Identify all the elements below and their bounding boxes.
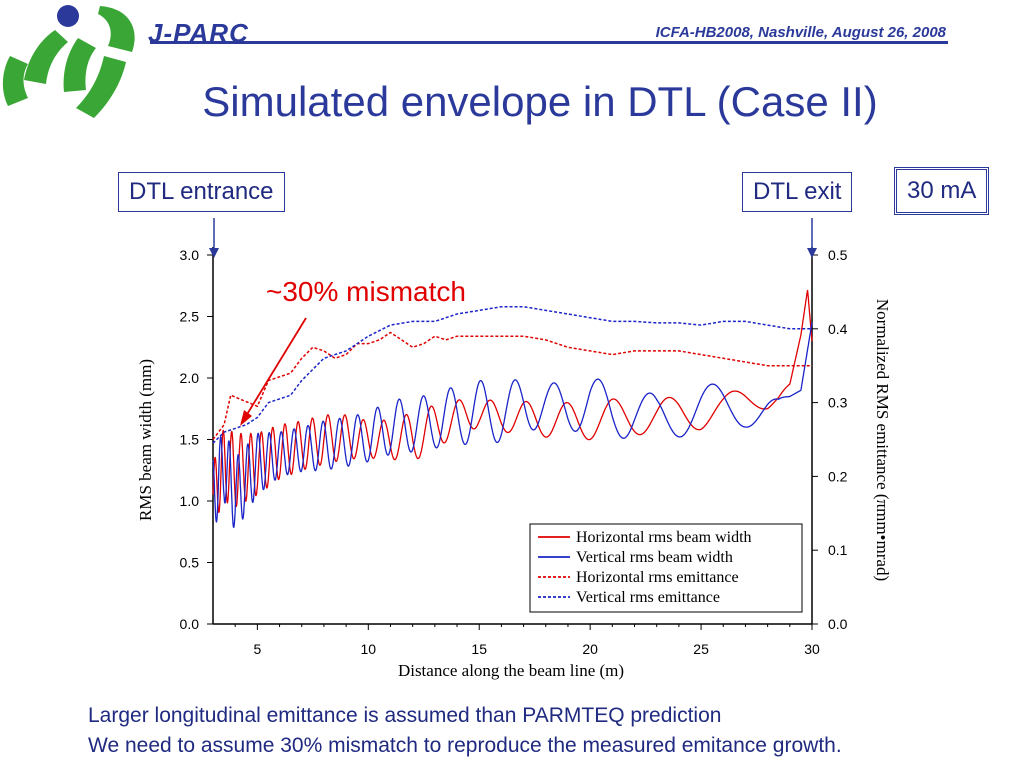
chart-arrows <box>209 218 817 426</box>
y2-tick-label: 0.1 <box>828 542 848 558</box>
dtl-exit-callout: DTL exit <box>742 172 853 212</box>
mismatch-annotation: ~30% mismatch <box>266 276 466 307</box>
y2-tick-label: 0.5 <box>828 247 848 263</box>
dtl-entrance-callout: DTL entrance <box>118 172 285 212</box>
header-rule <box>150 41 948 44</box>
y2-tick-label: 0.2 <box>828 468 848 484</box>
y-tick-label: 0.5 <box>180 555 200 571</box>
legend-entry: Vertical rms beam width <box>576 549 733 566</box>
y-tick-label: 3.0 <box>180 247 200 263</box>
series-line-1 <box>212 289 813 513</box>
mismatch-arrowhead <box>240 410 252 426</box>
logo-icon <box>2 5 135 118</box>
y-tick-label: 0.0 <box>180 616 200 632</box>
x-tick-label: 30 <box>804 641 820 657</box>
y-axis-label: RMS beam width (mm) <box>136 359 155 521</box>
mismatch-arrow <box>245 317 307 417</box>
legend-entry: Horizontal rms beam width <box>576 529 752 546</box>
x-tick-label: 25 <box>693 641 709 657</box>
chart-ticks: 5 10 15 20 25 30 0.0 0.5 1.0 1.5 2.0 2.5 3.0 0.0 0.1 0.… <box>180 247 848 657</box>
y-tick-label: 1.0 <box>180 493 200 509</box>
y-tick-label: 1.5 <box>180 432 200 448</box>
y-tick-label: 2.0 <box>180 370 200 386</box>
current-callout: 30 mA <box>894 167 990 215</box>
x-tick-label: 10 <box>361 641 377 657</box>
series-line-2 <box>212 322 813 529</box>
y2-axis-label: Normalized RMS emittance (πmm•mrad) <box>873 299 892 581</box>
legend-box <box>529 523 803 613</box>
chart-legend: Horizontal rms beam width Vertical rms be… <box>529 523 803 613</box>
x-axis-label: Distance along the beam line (m) <box>398 661 624 680</box>
entrance-arrowhead <box>209 248 219 258</box>
chart-series <box>212 289 813 529</box>
series-line-4 <box>212 305 812 444</box>
y2-tick-label: 0.3 <box>828 395 848 411</box>
legend-entry: Horizontal rms emittance <box>576 569 739 586</box>
x-tick-label: 5 <box>253 641 261 657</box>
footer-line-2: We need to assume 30% mismatch to reprod… <box>88 734 842 757</box>
y2-tick-label: 0.4 <box>828 321 848 337</box>
exit-arrowhead <box>807 248 817 258</box>
conference-label: ICFA-HB2008, Nashville, August 26, 2008 <box>655 24 946 41</box>
x-tick-label: 15 <box>471 641 487 657</box>
footer-line-1: Larger longitudinal emittance is assumed… <box>88 704 722 727</box>
chart-axis-labels: Distance along the beam line (m) RMS beam… <box>136 299 892 680</box>
y2-tick-label: 0.0 <box>828 616 848 632</box>
page-title: Simulated envelope in DTL (Case II) <box>202 78 878 125</box>
x-tick-label: 20 <box>582 641 598 657</box>
series-line-3 <box>212 331 812 440</box>
y-tick-label: 2.5 <box>180 309 200 325</box>
chart-axes <box>212 247 813 625</box>
legend-entry: Vertical rms emittance <box>576 589 720 606</box>
